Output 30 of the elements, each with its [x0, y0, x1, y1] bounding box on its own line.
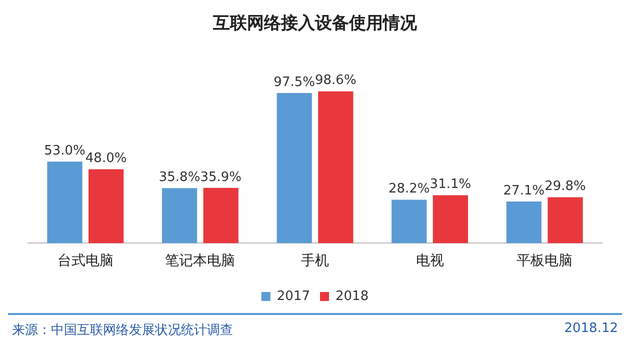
data-label: 35.8%: [158, 170, 200, 185]
data-label: 31.1%: [430, 177, 472, 192]
data-label: 48.0%: [85, 151, 127, 166]
data-label: 35.9%: [200, 170, 242, 185]
bar: [392, 200, 427, 244]
data-label: 97.5%: [274, 74, 315, 90]
x-tick-label: 平板电脑: [516, 253, 573, 270]
bar: [432, 195, 468, 244]
x-tick-label: 电视: [416, 253, 444, 270]
source-note: 来源：中国互联网络发展状况统计调查: [12, 322, 233, 339]
data-label: 53.0%: [44, 143, 86, 158]
chart-title: 互联网络接入设备使用情况: [212, 14, 418, 34]
x-tick-label: 台式电脑: [57, 253, 114, 270]
bar: [276, 93, 312, 244]
legend-label: 2017: [276, 288, 310, 304]
x-tick-label: 笔记本电脑: [165, 253, 236, 270]
bar: [318, 91, 354, 244]
data-label: 29.8%: [544, 179, 586, 194]
bar: [47, 162, 82, 244]
x-tick-label: 手机: [301, 253, 329, 270]
data-label: 27.1%: [503, 183, 545, 198]
legend-label: 2018: [336, 288, 369, 304]
data-label: 28.2%: [388, 182, 430, 197]
text: 2018.12: [564, 321, 618, 338]
bar: [548, 197, 583, 244]
bar: [162, 188, 198, 244]
bar: [88, 169, 124, 244]
data-label: 98.6%: [315, 73, 356, 88]
bar: [506, 201, 542, 244]
bar: [203, 188, 238, 244]
